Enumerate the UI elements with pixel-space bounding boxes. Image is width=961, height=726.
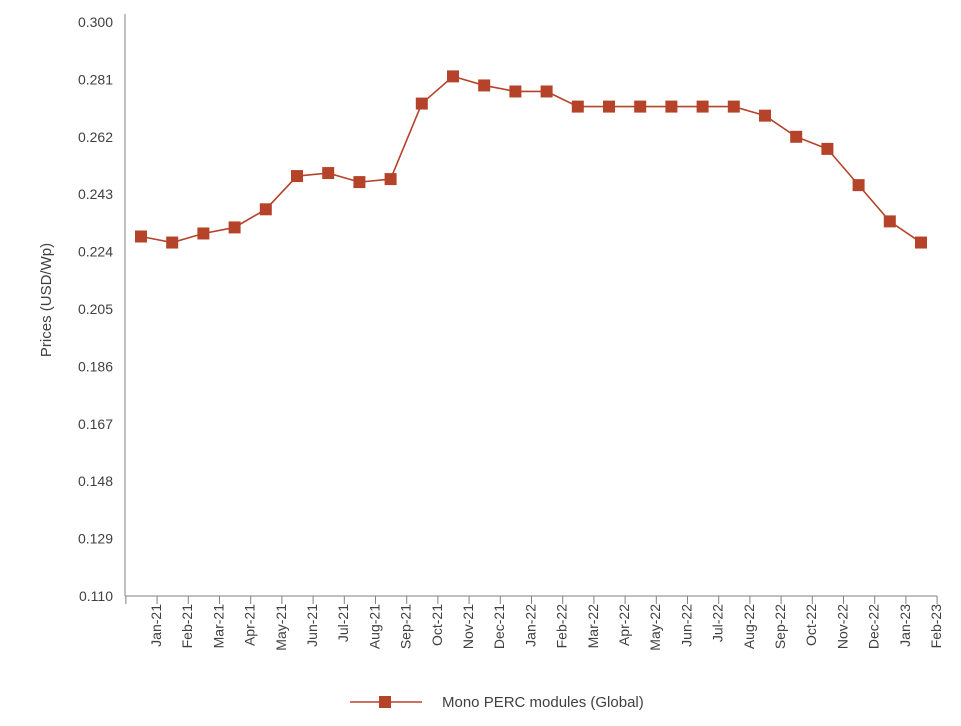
data-point-marker bbox=[727, 100, 740, 113]
legend: Mono PERC modules (Global) bbox=[350, 694, 644, 711]
x-tick-label: Jan-21 bbox=[148, 604, 164, 647]
data-point-marker bbox=[883, 215, 896, 228]
data-point-marker bbox=[447, 70, 459, 83]
x-tick-label: Oct-21 bbox=[429, 604, 445, 646]
x-tick-label: Aug-22 bbox=[741, 604, 757, 649]
y-axis: 0.300 0.281 0.262 0.243 0.224 0.205 0.186 0.167… bbox=[78, 14, 126, 604]
x-tick-label: Apr-21 bbox=[242, 604, 258, 646]
x-tick-label: Sep-22 bbox=[772, 604, 788, 649]
y-tick-label: 0.186 bbox=[78, 358, 113, 374]
data-point-marker bbox=[915, 236, 927, 249]
x-tick-label: Mar-22 bbox=[585, 604, 601, 649]
data-point-marker bbox=[852, 179, 865, 192]
x-tick-label: Jun-21 bbox=[304, 604, 320, 647]
y-tick-label: 0.148 bbox=[78, 473, 113, 489]
data-point-marker bbox=[322, 167, 335, 180]
y-tick-label: 0.262 bbox=[78, 129, 113, 145]
data-point-marker bbox=[197, 227, 210, 240]
y-tick-label: 0.129 bbox=[78, 531, 113, 547]
data-point-marker bbox=[166, 236, 179, 249]
x-tick-label: May-22 bbox=[647, 604, 663, 651]
data-point-marker bbox=[603, 100, 615, 113]
data-point-marker bbox=[790, 130, 803, 143]
series-line bbox=[140, 75, 922, 244]
y-tick-label: 0.300 bbox=[78, 14, 113, 30]
x-tick-label: Mar-21 bbox=[210, 604, 226, 649]
y-tick-label: 0.224 bbox=[78, 244, 113, 260]
x-tick-label: Feb-22 bbox=[554, 604, 570, 649]
data-point-marker bbox=[634, 100, 647, 113]
data-point-marker bbox=[540, 85, 553, 98]
data-point-marker bbox=[415, 97, 428, 110]
x-tick-label: Jun-22 bbox=[678, 604, 694, 647]
x-tick-label: Jul-21 bbox=[335, 604, 351, 642]
series-layer bbox=[135, 70, 927, 249]
data-point-marker bbox=[696, 100, 709, 113]
x-tick-label: Jan-22 bbox=[522, 604, 538, 647]
x-tick-label: Nov-21 bbox=[460, 604, 476, 649]
data-point-marker bbox=[571, 100, 584, 113]
y-axis-title: Prices (USD/Wp) bbox=[38, 243, 55, 357]
legend-label: Mono PERC modules (Global) bbox=[442, 694, 644, 711]
data-point-marker bbox=[478, 79, 491, 92]
data-point-marker bbox=[135, 230, 147, 243]
legend-marker bbox=[379, 696, 391, 708]
data-point-marker bbox=[759, 109, 771, 122]
y-tick-label: 0.205 bbox=[78, 301, 113, 317]
data-point-marker bbox=[228, 221, 241, 234]
x-tick-label: Sep-21 bbox=[398, 604, 414, 649]
y-tick-label: 0.167 bbox=[78, 416, 113, 432]
data-point-marker bbox=[665, 100, 678, 113]
x-tick-label: Feb-23 bbox=[928, 604, 944, 649]
x-tick-label: Dec-21 bbox=[491, 604, 507, 649]
data-point-marker bbox=[353, 176, 366, 189]
x-tick-label: Oct-22 bbox=[803, 604, 819, 646]
data-point-marker bbox=[384, 173, 397, 186]
data-point-marker bbox=[509, 85, 522, 98]
x-tick-label: Nov-22 bbox=[834, 604, 850, 649]
data-point-marker bbox=[291, 170, 303, 183]
y-tick-label: 0.281 bbox=[78, 71, 113, 87]
y-tick-label: 0.243 bbox=[78, 186, 113, 202]
x-tick-label: Aug-21 bbox=[366, 604, 382, 649]
x-axis: Jan-21 Feb-21 Mar-21 Apr-21 May-21 Jun-21 Jul-… bbox=[125, 595, 944, 651]
x-tick-label: Apr-22 bbox=[616, 604, 632, 646]
x-tick-label: Feb-21 bbox=[179, 604, 195, 649]
x-tick-label: Dec-22 bbox=[866, 604, 882, 649]
x-tick-label: Jul-22 bbox=[710, 604, 726, 642]
x-tick-label: May-21 bbox=[273, 604, 289, 651]
y-tick-label: 0.110 bbox=[79, 588, 113, 604]
data-point-marker bbox=[821, 142, 834, 155]
x-tick-label: Jan-23 bbox=[897, 604, 913, 647]
data-point-marker bbox=[259, 203, 272, 216]
